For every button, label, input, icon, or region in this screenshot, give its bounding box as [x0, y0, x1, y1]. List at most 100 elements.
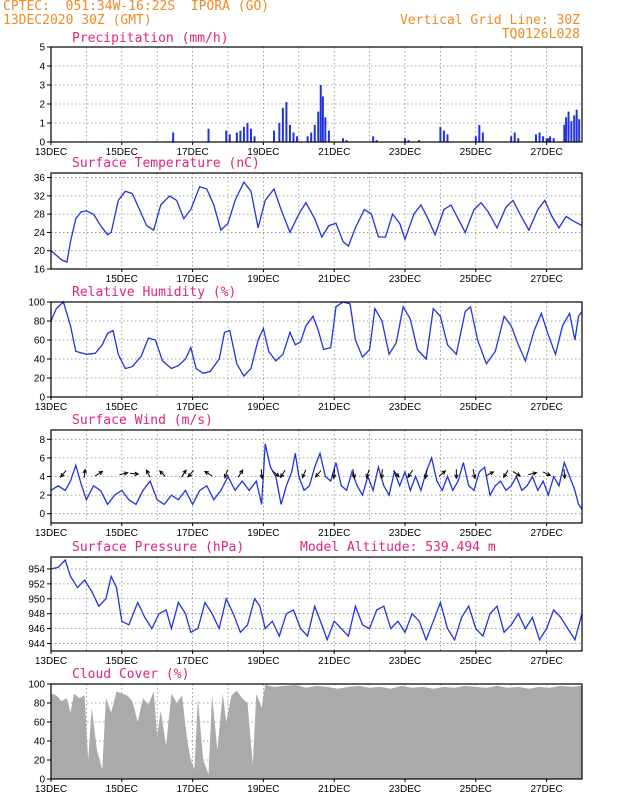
wind-vector	[314, 470, 322, 478]
precipitation-bar	[552, 138, 555, 142]
y-tick-label: 1	[39, 119, 45, 130]
wind-vector	[365, 469, 370, 479]
wind-vector	[187, 470, 194, 478]
y-tick-label: 3	[39, 81, 45, 92]
x-tick-label: 15DEC	[106, 528, 138, 539]
precipitation-bar	[342, 138, 345, 142]
x-tick-label: 25DEC	[460, 402, 492, 413]
precipitation-bar	[207, 128, 210, 142]
wind-vector	[259, 469, 264, 480]
x-tick-label: 17DEC	[176, 402, 208, 413]
precipitation-bar	[372, 136, 375, 142]
wind-vector	[94, 470, 104, 477]
precipitation-bar	[442, 130, 445, 142]
panel-frame	[50, 46, 583, 143]
x-tick-label: 13DEC	[35, 528, 67, 539]
precipitation-bar	[404, 138, 406, 142]
precipitation-bar	[285, 102, 288, 142]
y-tick-label: 0	[39, 393, 45, 404]
wind-vector	[454, 469, 459, 480]
y-tick-label: 2	[39, 100, 45, 111]
y-tick-label: 20	[34, 374, 46, 385]
x-tick-label: 21DEC	[318, 784, 350, 795]
wind-vector	[438, 470, 447, 477]
panel-frame	[50, 301, 583, 398]
precipitation-bar	[547, 138, 550, 142]
precipitation-bar	[321, 96, 324, 142]
precipitation-bar	[575, 109, 578, 142]
series-line	[50, 443, 583, 510]
x-tick-label: 27DEC	[530, 656, 562, 667]
x-tick-label: 21DEC	[318, 274, 350, 285]
wind-vector	[158, 470, 166, 477]
precipitation-panel: Precipitation (mm/h) 0 1 2 3 4 5 13DEC 15DEC 17D…	[35, 31, 583, 158]
x-tick-label: 15DEC	[106, 274, 138, 285]
wind-vector	[119, 471, 129, 476]
x-tick-label: 13DEC	[35, 402, 67, 413]
wind-vector	[272, 470, 280, 478]
y-tick-label: 40	[34, 355, 46, 366]
x-tick-label: 21DEC	[318, 656, 350, 667]
wind-vector	[407, 469, 413, 479]
y-tick-label: 4	[39, 472, 45, 483]
precipitation-bar	[517, 138, 520, 142]
x-tick-label: 27DEC	[530, 274, 562, 285]
wind-vector	[351, 469, 357, 480]
precipitation-bar	[510, 136, 513, 142]
wind-vector	[130, 471, 140, 476]
wind-vector	[301, 469, 307, 479]
panel-frame	[50, 683, 583, 780]
x-tick-label: 13DEC	[35, 147, 67, 158]
precipitation-bar	[570, 121, 573, 142]
precipitation-bar	[474, 136, 477, 142]
x-tick-label: 23DEC	[389, 528, 421, 539]
y-tick-label: 20	[34, 246, 46, 257]
precipitation-bar	[327, 130, 330, 142]
x-tick-label: 19DEC	[247, 274, 279, 285]
precipitation-bar	[563, 124, 566, 142]
wind-vector	[181, 469, 187, 478]
header-date: 13DEC2020 30Z (GMT)	[3, 13, 152, 28]
precipitation-bar	[246, 123, 249, 142]
y-tick-label: 0	[39, 775, 45, 786]
panel-frame	[50, 172, 583, 270]
precipitation-bar	[288, 124, 291, 142]
precipitation-bar	[317, 111, 320, 142]
x-tick-label: 19DEC	[247, 784, 279, 795]
y-tick-label: 5	[39, 43, 45, 54]
x-tick-label: 15DEC	[106, 784, 138, 795]
precipitation-bar	[578, 119, 581, 142]
precipitation-bar	[278, 123, 281, 142]
precipitation-bar	[345, 140, 348, 142]
precipitation-bar	[407, 140, 410, 142]
x-tick-label: 19DEC	[247, 656, 279, 667]
temperature-title: Surface Temperature (nC)	[72, 156, 260, 171]
y-tick-label: 100	[28, 680, 45, 691]
y-tick-label: 952	[28, 579, 45, 590]
temperature-panel: Surface Temperature (nC) 16 20 24 28 32 36 15D…	[34, 156, 583, 285]
precipitation-bar	[513, 132, 516, 142]
wind-vector	[82, 468, 87, 478]
precipitation-bar	[446, 134, 449, 142]
x-tick-label: 17DEC	[176, 784, 208, 795]
x-tick-label: 13DEC	[35, 656, 67, 667]
y-tick-label: 16	[34, 265, 46, 276]
precipitation-bar	[225, 130, 228, 142]
precipitation-bar	[324, 117, 327, 142]
x-tick-label: 21DEC	[318, 528, 350, 539]
x-tick-label: 21DEC	[318, 402, 350, 413]
y-tick-label: 80	[34, 317, 46, 328]
precipitation-bar	[273, 130, 276, 142]
x-tick-label: 23DEC	[389, 274, 421, 285]
wind-vector	[203, 470, 213, 477]
x-tick-label: 21DEC	[318, 147, 350, 158]
y-tick-label: 80	[34, 699, 46, 710]
x-tick-label: 27DEC	[530, 528, 562, 539]
precipitation-bar	[319, 85, 322, 142]
precipitation-bar	[306, 136, 309, 142]
y-tick-label: 2	[39, 491, 45, 502]
panel-frame	[50, 429, 583, 524]
y-tick-label: 0	[39, 509, 45, 520]
x-tick-label: 27DEC	[530, 147, 562, 158]
